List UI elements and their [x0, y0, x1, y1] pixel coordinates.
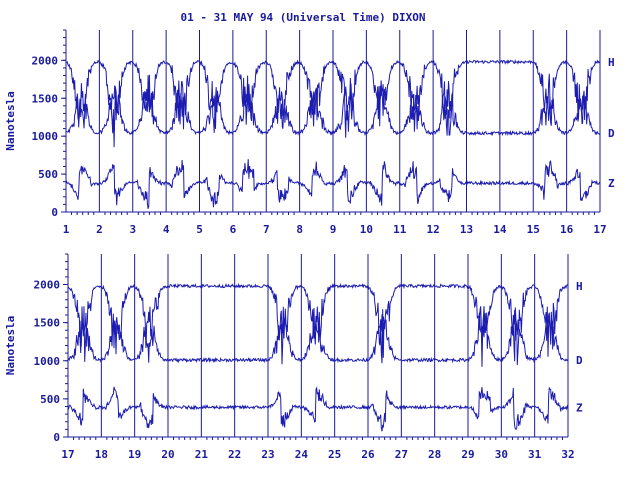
x-tick-label: 8 [296, 223, 303, 236]
y-tick-label: 1000 [32, 130, 59, 143]
x-tick-label: 22 [228, 448, 241, 461]
x-tick-label: 24 [295, 448, 309, 461]
x-tick-label: 13 [460, 223, 473, 236]
x-tick-label: 18 [95, 448, 108, 461]
x-tick-label: 21 [195, 448, 209, 461]
y-tick-label: 1500 [34, 317, 61, 330]
x-tick-label: 3 [129, 223, 136, 236]
series-Z-label: Z [608, 177, 615, 190]
series-H-label: H [608, 56, 615, 69]
series-D-line [65, 73, 601, 137]
x-tick-label: 23 [261, 448, 274, 461]
x-tick-label: 32 [561, 448, 574, 461]
y-tick-label: 500 [40, 393, 60, 406]
y-tick-label: 2000 [32, 54, 59, 67]
chart-title: 01 - 31 MAY 94 (Universal Time) DIXON [180, 11, 425, 24]
x-tick-label: 6 [230, 223, 237, 236]
series-H-line [65, 59, 601, 148]
x-tick-label: 11 [393, 223, 407, 236]
y-axis-label: Nanotesla [4, 316, 17, 376]
x-tick-label: 7 [263, 223, 270, 236]
y-tick-label: 0 [51, 206, 58, 219]
bottom-panel: 17 18 19 20 21 22 23 24 25 26 27 28 29 30 31 32 0 500 1000… [4, 253, 583, 461]
x-tick-label: 12 [427, 223, 440, 236]
x-tick-label: 17 [593, 223, 606, 236]
y-tick-label: 1500 [32, 92, 59, 105]
x-tick-label: 25 [328, 448, 341, 461]
x-tick-label: 30 [495, 448, 508, 461]
y-tick-label: 0 [53, 431, 60, 444]
series-D-line [67, 306, 569, 364]
y-axis-label: Nanotesla [4, 91, 17, 151]
x-tick-label: 5 [196, 223, 203, 236]
x-tick-label: 20 [161, 448, 174, 461]
x-tick-label: 4 [163, 223, 170, 236]
x-tick-label: 17 [61, 448, 74, 461]
x-tick-label: 16 [560, 223, 574, 236]
x-tick-label: 1 [63, 223, 70, 236]
x-tick-label: 19 [128, 448, 141, 461]
y-tick-label: 500 [38, 168, 58, 181]
y-tick-label: 1000 [34, 355, 61, 368]
series-H-label: H [576, 280, 583, 293]
x-tick-label: 31 [528, 448, 542, 461]
y-tick-label: 2000 [34, 279, 61, 292]
x-tick-label: 28 [428, 448, 441, 461]
x-tick-label: 15 [527, 223, 540, 236]
series-Z-line [67, 386, 569, 432]
series-Z-line [65, 159, 601, 209]
x-tick-label: 26 [361, 448, 375, 461]
series-D-label: D [576, 354, 583, 367]
series-D-label: D [608, 127, 615, 140]
top-panel: 1 2 3 4 5 6 7 8 9 10 11 12 13 14 15 16 17050010001500200… [4, 29, 615, 236]
x-tick-label: 2 [96, 223, 103, 236]
x-tick-label: 29 [461, 448, 474, 461]
x-tick-label: 9 [330, 223, 337, 236]
x-tick-label: 10 [360, 223, 373, 236]
x-tick-label: 14 [493, 223, 507, 236]
series-Z-label: Z [576, 401, 583, 414]
x-tick-label: 27 [395, 448, 408, 461]
